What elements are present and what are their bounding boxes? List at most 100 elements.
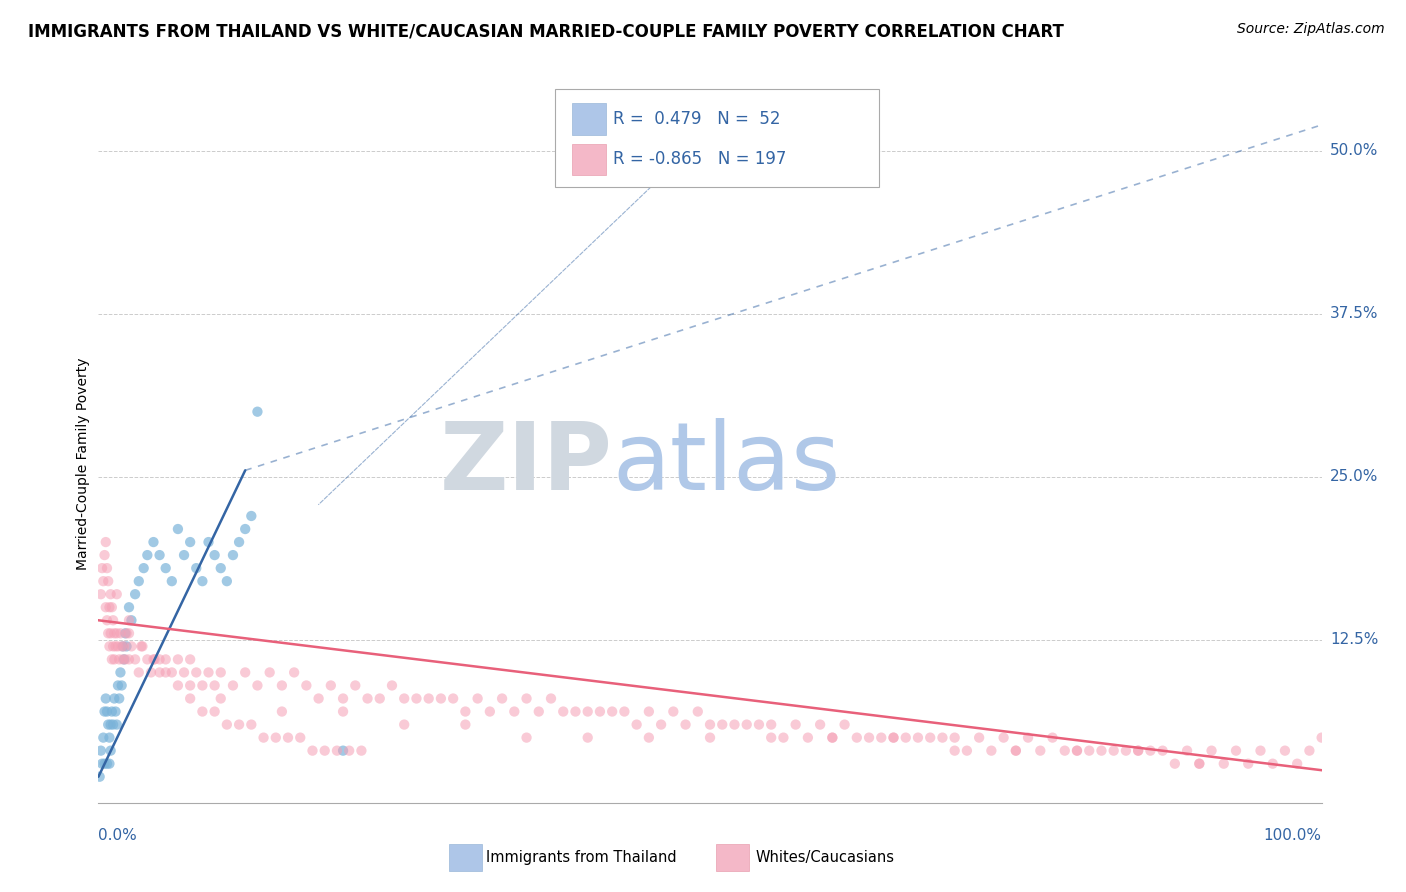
Point [808,717,831,731]
Point [613,705,636,719]
Point [91,574,114,589]
Point [845,731,868,745]
Point [1188,756,1211,771]
Point [1053,744,1076,758]
Point [93,705,115,719]
Point [1237,756,1260,771]
Point [785,717,807,731]
Point [222,548,245,562]
Point [772,731,794,745]
Point [179,691,201,706]
Point [191,678,214,692]
Point [821,731,844,745]
Point [308,691,330,706]
Point [301,744,323,758]
Point [1298,744,1320,758]
Point [332,705,354,719]
Point [222,678,245,692]
Point [209,561,232,575]
Point [503,705,526,719]
Point [1017,731,1039,745]
Point [637,705,661,719]
Point [967,731,990,745]
Point [107,640,129,654]
Point [160,574,183,589]
Point [104,705,127,719]
Point [115,626,138,640]
Point [186,561,208,575]
Point [344,678,367,692]
Text: 12.5%: 12.5% [1330,632,1378,648]
Point [111,652,134,666]
Point [1225,744,1247,758]
Point [215,574,238,589]
Point [118,600,141,615]
Text: Whites/Caucasians: Whites/Caucasians [755,850,894,864]
Point [392,691,416,706]
Point [96,561,118,575]
Point [540,691,562,706]
Point [98,756,121,771]
Point [209,691,232,706]
Point [858,731,880,745]
Point [103,652,125,666]
Point [454,717,477,731]
Point [120,613,142,627]
Point [295,678,318,692]
Point [91,731,114,745]
Point [100,717,122,731]
Point [91,561,114,575]
Point [252,731,274,745]
Point [883,731,905,745]
Point [98,640,121,654]
Point [228,535,250,549]
Text: R =  0.479   N =  52: R = 0.479 N = 52 [613,110,780,128]
Point [441,691,464,706]
Point [1164,756,1187,771]
Point [167,522,190,536]
Point [100,587,122,601]
Point [94,600,117,615]
Point [314,744,336,758]
Point [101,705,124,719]
Point [90,744,112,758]
Point [1042,731,1064,745]
Text: 100.0%: 100.0% [1264,828,1322,843]
Point [115,640,138,654]
Point [350,744,373,758]
Point [1175,744,1198,758]
Point [1249,744,1271,758]
Point [894,731,917,745]
Point [1152,744,1174,758]
Point [1201,744,1223,758]
Point [1066,744,1088,758]
Point [191,574,214,589]
Point [699,717,721,731]
Point [1004,744,1026,758]
Point [381,678,404,692]
Point [1128,744,1150,758]
Point [1029,744,1052,758]
Point [94,535,117,549]
Point [478,705,501,719]
Point [821,731,844,745]
Point [1128,744,1150,758]
Point [114,652,136,666]
Text: 37.5%: 37.5% [1330,307,1378,321]
Point [112,652,135,666]
Point [101,600,124,615]
Text: 25.0%: 25.0% [1330,469,1378,484]
Point [96,756,118,771]
Point [139,665,162,680]
Point [186,665,208,680]
Point [142,535,165,549]
Point [108,691,131,706]
Point [392,717,416,731]
Point [167,652,190,666]
Point [589,705,612,719]
Point [699,731,721,745]
Point [155,561,177,575]
Point [735,717,758,731]
Point [128,574,150,589]
Point [136,652,159,666]
